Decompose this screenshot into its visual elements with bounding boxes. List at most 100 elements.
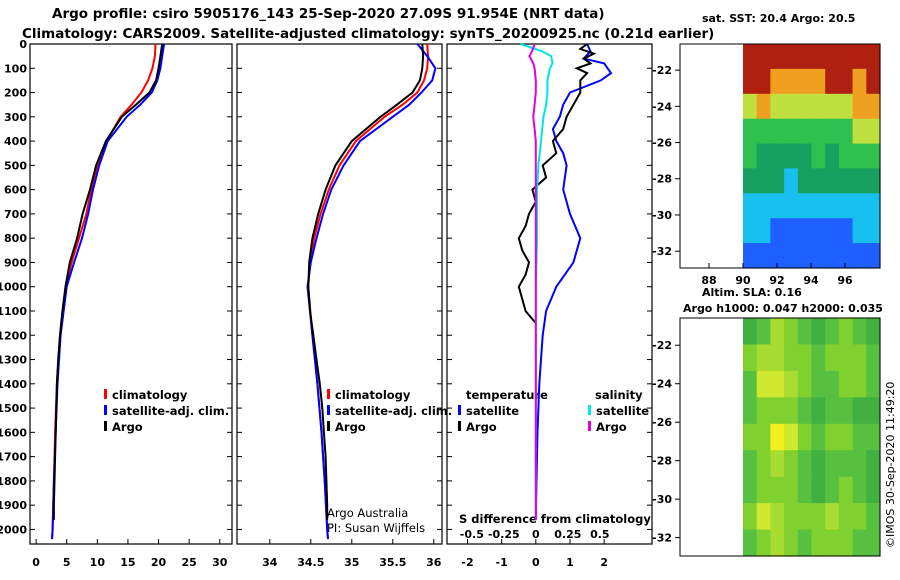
depth-tick-label: 500 <box>4 159 27 172</box>
sst-map-cell <box>825 193 840 219</box>
title-line-2: Climatology: CARS2009. Satellite-adjuste… <box>22 26 715 42</box>
sst-map-cell <box>811 168 826 194</box>
sla-map-cell <box>852 397 867 425</box>
sla-map-border <box>679 317 881 557</box>
legend-label-satellite: satellite-adj. clim. <box>112 404 230 418</box>
sla-map-cell <box>838 423 854 451</box>
sla-map-cell <box>811 423 826 451</box>
sst-map-cell <box>852 218 867 244</box>
sla-map-cell <box>784 476 799 504</box>
sla-map-cell <box>838 529 854 557</box>
sal-x-tick-label: 36 <box>426 556 442 569</box>
sal-x-tick-label: 34 <box>262 556 278 569</box>
sst-map-cell <box>756 168 771 194</box>
sst-map-lon-label: 94 <box>803 274 819 287</box>
sla-map-cell <box>825 344 840 372</box>
legend-label-argo: Argo <box>335 420 366 434</box>
sst-map-cell <box>866 44 881 70</box>
diff-t-tick-label: -2 <box>461 556 473 569</box>
sst-map-cell <box>770 193 785 219</box>
sla-map-lat-label: -28 <box>652 455 672 468</box>
temp-x-tick-label: 15 <box>120 556 135 569</box>
sst-map-cell <box>825 44 840 70</box>
sla-map-cell <box>866 503 881 531</box>
sst-map-cell <box>811 218 826 244</box>
depth-tick-label: 800 <box>4 232 27 245</box>
sla-map-cell <box>743 423 758 451</box>
sst-map-cell <box>797 243 813 269</box>
sla-map-cell <box>852 318 867 345</box>
sla-map-cell <box>743 397 758 425</box>
diff-series-temperature-argo <box>517 43 597 324</box>
diff-s-tick-label: -0.5 <box>460 528 484 541</box>
legend-swatch-s-argo <box>588 421 591 431</box>
sst-map-lat-label: -30 <box>652 209 672 222</box>
sst-map-cell <box>743 243 758 269</box>
sst-map-cell <box>743 68 758 95</box>
legend-swatch-s-satellite <box>588 405 591 415</box>
sla-map-cell <box>797 344 813 372</box>
sla-map-cell <box>866 344 881 372</box>
diff-series-salinity-argo <box>528 43 537 520</box>
sst-map-cell <box>825 93 840 120</box>
sst-map-cell <box>852 68 867 95</box>
sla-map-cell <box>743 450 758 478</box>
sst-map-cell <box>811 93 826 120</box>
sst-map-cell <box>866 93 881 120</box>
sst-map-cell <box>838 118 854 145</box>
legend-label-s-satellite: satellite <box>596 404 650 418</box>
sst-map-cell <box>797 143 813 170</box>
sla-map-cell <box>784 503 799 531</box>
title-line-1: Argo profile: csiro 5905176_143 25-Sep-2… <box>52 6 605 22</box>
sla-map-cell <box>852 450 867 478</box>
sla-map-cell <box>811 529 826 557</box>
sst-map-cell <box>838 193 854 219</box>
sla-map-cell <box>866 476 881 504</box>
sla-map-cell <box>784 450 799 478</box>
sst-map-cell <box>838 168 854 194</box>
legend-label-s-argo: Argo <box>596 420 627 434</box>
sla-map-cell <box>811 450 826 478</box>
sst-map-cell <box>743 143 758 170</box>
legend-swatch-satellite <box>104 405 107 415</box>
sst-map-cell <box>825 143 840 170</box>
sst-map-cell <box>811 193 826 219</box>
sst-map-cell <box>825 168 840 194</box>
sla-map-cell <box>756 344 771 372</box>
sla-map-cell <box>756 450 771 478</box>
sla-map-cell <box>756 423 771 451</box>
sla-map-cell <box>866 423 881 451</box>
sst-map-cell <box>852 168 867 194</box>
depth-tick-label: 400 <box>4 135 27 148</box>
sst-map-cell <box>784 118 799 145</box>
sst-map-cell <box>756 218 771 244</box>
legend-label-satellite: satellite-adj. clim. <box>335 404 453 418</box>
sst-map-cell <box>866 168 881 194</box>
sst-map-cell <box>866 118 881 145</box>
sla-map-cell <box>811 344 826 372</box>
depth-tick-label: 1300 <box>0 354 27 367</box>
sst-map-lon-label: 90 <box>735 274 751 287</box>
sst-map-cell <box>770 168 785 194</box>
sla-map-cell <box>784 344 799 372</box>
sst-map-cell <box>770 118 785 145</box>
legend-label-t-argo: Argo <box>466 420 497 434</box>
sst-map-cell <box>756 143 771 170</box>
sla-map-cell <box>797 503 813 531</box>
sla-map-cell <box>770 344 785 372</box>
sla-map-cell <box>770 450 785 478</box>
sla-map-cell <box>743 344 758 372</box>
sal-x-tick-label: 35 <box>344 556 359 569</box>
sla-map-cell <box>797 476 813 504</box>
pi-label: PI: Susan Wijffels <box>327 521 426 535</box>
sst-map-cell <box>825 68 840 95</box>
sla-map-cell <box>825 370 840 398</box>
panel-frame-1 <box>29 43 233 545</box>
sst-map-lon-label: 88 <box>701 274 716 287</box>
diff-s-tick-label: 0 <box>532 528 540 541</box>
sst-map-lat-label: -22 <box>652 64 672 77</box>
legend-swatch-climatology <box>327 389 330 399</box>
sst-map-cell <box>797 193 813 219</box>
sst-map-cell <box>756 93 771 120</box>
legend-label-climatology: climatology <box>335 388 411 402</box>
